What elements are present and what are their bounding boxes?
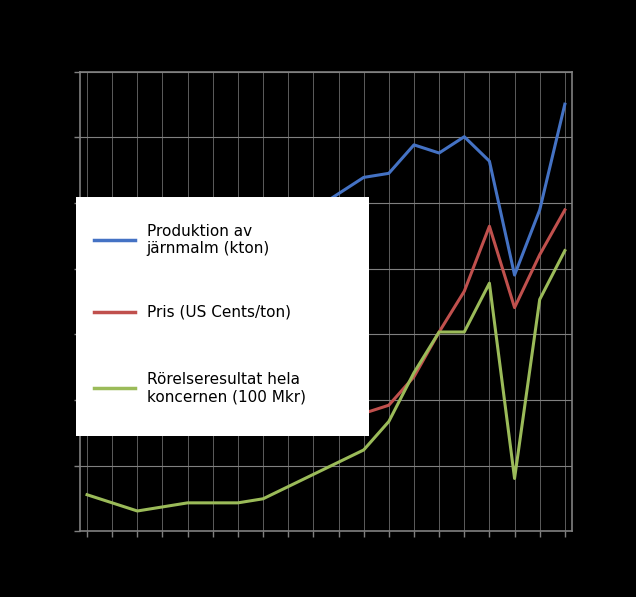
Text: Rörelseresultat hela
koncernen (100 Mkr): Rörelseresultat hela koncernen (100 Mkr) [146, 372, 305, 404]
Text: Pris (US Cents/ton): Pris (US Cents/ton) [146, 304, 291, 319]
Text: Produktion av
järnmalm (kton): Produktion av järnmalm (kton) [146, 224, 270, 256]
